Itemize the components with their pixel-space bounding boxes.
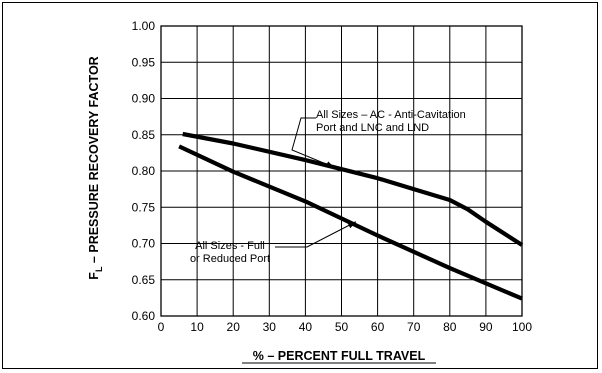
figure-frame — [2, 2, 598, 369]
x-tick-label: 40 — [299, 320, 313, 334]
annotation-leader — [291, 117, 335, 168]
y-tick-label: 0.60 — [132, 309, 156, 323]
series-lines — [178, 131, 524, 301]
annotation-arrowhead — [325, 161, 335, 168]
plot-border — [160, 25, 523, 317]
series-line-1 — [178, 144, 523, 301]
x-tick-label: 0 — [158, 320, 165, 334]
annotation-leader — [275, 221, 357, 248]
y-tick-label: 0.80 — [132, 164, 156, 178]
annotation-arrowhead — [347, 221, 356, 229]
x-tick-label: 10 — [190, 320, 204, 334]
x-tick-label: 60 — [371, 320, 385, 334]
y-tick-label: 0.95 — [132, 55, 156, 69]
x-tick-labels: 0 10 20 30 40 50 60 70 80 90 100 — [158, 320, 533, 334]
x-axis-label: % – PERCENT FULL TRAVEL — [253, 349, 426, 363]
y-tick-label: 0.85 — [132, 128, 156, 142]
series-line-0 — [182, 131, 524, 247]
y-tick-label: 0.70 — [132, 237, 156, 251]
y-tick-label: 0.65 — [132, 273, 156, 287]
annotation-text: All Sizes - Full — [195, 240, 265, 252]
y-axis-label-group: FL – PRESSURE RECOVERY FACTOR — [87, 56, 104, 279]
y-tick-labels: 0.60 0.65 0.70 0.75 0.80 0.85 0.90 0.95 1.00 — [132, 19, 156, 323]
annotation-text: Port and LNC and LND — [316, 122, 429, 134]
y-tick-label: 0.90 — [132, 92, 156, 106]
x-tick-label: 20 — [227, 320, 241, 334]
y-axis-label: FL – PRESSURE RECOVERY FACTOR — [87, 56, 104, 279]
x-tick-label: 100 — [512, 320, 532, 334]
x-tick-label: 70 — [407, 320, 421, 334]
x-tick-label: 80 — [443, 320, 457, 334]
y-tick-label: 0.75 — [132, 200, 156, 214]
y-tick-label: 1.00 — [132, 19, 156, 33]
x-tick-label: 30 — [263, 320, 277, 334]
x-tick-label: 90 — [479, 320, 493, 334]
annotation-text: or Reduced Port — [190, 253, 270, 265]
x-tick-label: 50 — [335, 320, 349, 334]
annotation-text: All Sizes – AC - Anti-Cavitation — [316, 109, 466, 121]
